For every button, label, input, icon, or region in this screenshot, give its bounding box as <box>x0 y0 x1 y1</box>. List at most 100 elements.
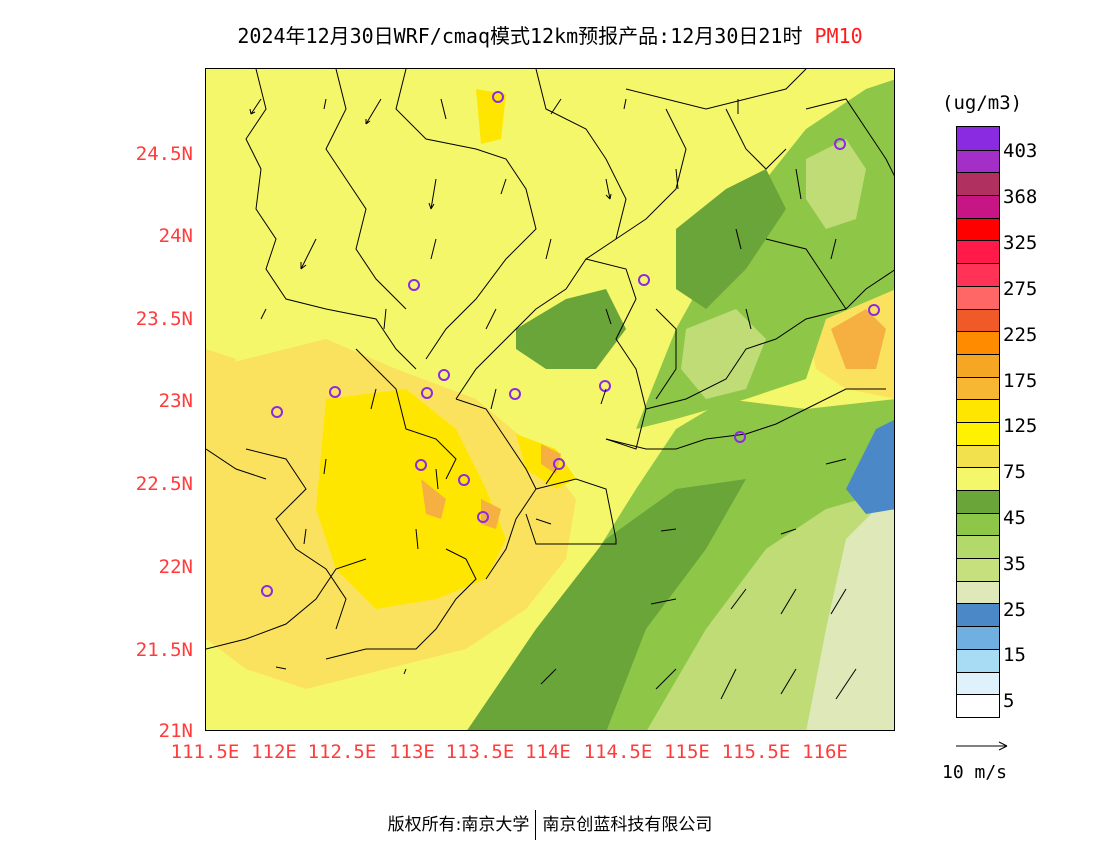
colorbar-segment <box>957 308 999 332</box>
colorbar-segment <box>957 648 999 672</box>
lon-label-114E: 114E <box>525 741 571 763</box>
pm10-zone-northeast-orange <box>831 309 886 369</box>
station-marker[interactable] <box>868 304 880 316</box>
colorbar-segment <box>957 535 999 559</box>
colorbar-segment <box>957 603 999 627</box>
lat-label-22N: 22N <box>158 556 193 578</box>
station-marker[interactable] <box>638 274 650 286</box>
colorbar-segment <box>957 671 999 695</box>
colorbar-label-45: 45 <box>1003 507 1026 529</box>
lon-label-114.5E: 114.5E <box>583 741 653 763</box>
lon-label-115.5E: 115.5E <box>721 741 791 763</box>
colorbar-segment <box>957 490 999 513</box>
colorbar <box>956 126 1000 718</box>
pm10-zone-orange <box>421 479 446 519</box>
station-marker[interactable] <box>734 431 746 443</box>
colorbar-segment <box>957 376 999 400</box>
pm10-zone-green-light-2 <box>681 309 766 399</box>
colorbar-segment <box>957 217 999 241</box>
colorbar-segment <box>957 195 999 218</box>
lon-label-116E: 116E <box>802 741 848 763</box>
colorbar-segment <box>957 512 999 536</box>
station-marker[interactable] <box>271 406 283 418</box>
wind-reference-label: 10 m/s <box>942 762 1008 783</box>
pm10-zone-west <box>206 349 236 414</box>
map-svg <box>206 69 894 730</box>
lon-label-111.5E: 111.5E <box>170 741 240 763</box>
station-marker[interactable] <box>492 91 504 103</box>
lat-label-22.5N: 22.5N <box>135 473 193 495</box>
colorbar-segment <box>957 467 999 490</box>
colorbar-segment <box>957 240 999 264</box>
lon-label-113.5E: 113.5E <box>445 741 515 763</box>
colorbar-segment <box>957 149 999 173</box>
station-marker[interactable] <box>261 585 273 597</box>
colorbar-segment <box>957 285 999 309</box>
colorbar-label-75: 75 <box>1003 461 1026 483</box>
station-marker[interactable] <box>408 279 420 291</box>
wind-arrows <box>249 98 857 700</box>
station-marker[interactable] <box>477 511 489 523</box>
colorbar-label-25: 25 <box>1003 599 1026 621</box>
lon-label-112.5E: 112.5E <box>307 741 377 763</box>
colorbar-segment <box>957 172 999 196</box>
pollutant-label: PM10 <box>814 24 863 48</box>
pm10-zone-green-dark <box>516 289 626 369</box>
station-marker[interactable] <box>415 459 427 471</box>
footer-separator <box>535 810 537 840</box>
lat-label-23N: 23N <box>158 390 193 412</box>
forecast-map[interactable] <box>205 68 895 731</box>
lon-label-115E: 115E <box>664 741 710 763</box>
colorbar-segment <box>957 626 999 649</box>
pm10-zone-high <box>316 389 506 609</box>
station-marker[interactable] <box>329 386 341 398</box>
pm10-zone-green-light-3 <box>806 139 866 229</box>
wind-reference-arrow-icon <box>956 741 1008 751</box>
lat-label-21N: 21N <box>158 720 193 742</box>
pm10-zone-green-dark-3 <box>467 479 746 730</box>
station-marker[interactable] <box>421 387 433 399</box>
colorbar-unit: (ug/m3) <box>942 92 1023 114</box>
station-marker[interactable] <box>553 458 565 470</box>
colorbar-label-5: 5 <box>1003 690 1015 712</box>
colorbar-label-403: 403 <box>1003 140 1038 162</box>
colorbar-label-35: 35 <box>1003 553 1026 575</box>
colorbar-label-275: 275 <box>1003 278 1038 300</box>
colorbar-label-175: 175 <box>1003 370 1038 392</box>
lat-label-24N: 24N <box>158 225 193 247</box>
station-markers <box>261 91 880 597</box>
lat-label-21.5N: 21.5N <box>135 639 193 661</box>
colorbar-segment <box>957 127 999 150</box>
lon-label-113E: 113E <box>389 741 435 763</box>
colorbar-label-225: 225 <box>1003 324 1038 346</box>
footer-left: 版权所有:南京大学 <box>387 815 530 835</box>
colorbar-segment <box>957 353 999 377</box>
lon-label-112E: 112E <box>251 741 297 763</box>
colorbar-segment <box>957 263 999 286</box>
pm10-zone-blue <box>846 420 894 514</box>
colorbar-label-325: 325 <box>1003 232 1038 254</box>
footer-copyright: 版权所有:南京大学 南京创蓝科技有限公司 <box>0 810 1100 840</box>
colorbar-segment <box>957 558 999 581</box>
lat-label-24.5N: 24.5N <box>135 143 193 165</box>
station-marker[interactable] <box>438 369 450 381</box>
colorbar-label-368: 368 <box>1003 186 1038 208</box>
footer-right: 南京创蓝科技有限公司 <box>542 815 713 835</box>
pm10-zone-orange-3 <box>541 444 561 474</box>
pm10-zone-pale <box>806 491 894 730</box>
title-text: 2024年12月30日WRF/cmaq模式12km预报产品:12月30日21时 <box>237 24 803 48</box>
station-marker[interactable] <box>458 474 470 486</box>
pm10-zone-green-dark-2 <box>676 169 786 309</box>
colorbar-segment <box>957 421 999 445</box>
colorbar-segment <box>957 694 999 717</box>
colorbar-label-125: 125 <box>1003 415 1038 437</box>
colorbar-segment <box>957 444 999 468</box>
lat-label-23.5N: 23.5N <box>135 308 193 330</box>
station-marker[interactable] <box>509 388 521 400</box>
boundaries <box>206 69 894 660</box>
map-title: 2024年12月30日WRF/cmaq模式12km预报产品:12月30日21时 P… <box>0 20 1100 49</box>
station-marker[interactable] <box>834 138 846 150</box>
colorbar-segment <box>957 399 999 422</box>
colorbar-segment <box>957 331 999 354</box>
colorbar-segment <box>957 580 999 604</box>
